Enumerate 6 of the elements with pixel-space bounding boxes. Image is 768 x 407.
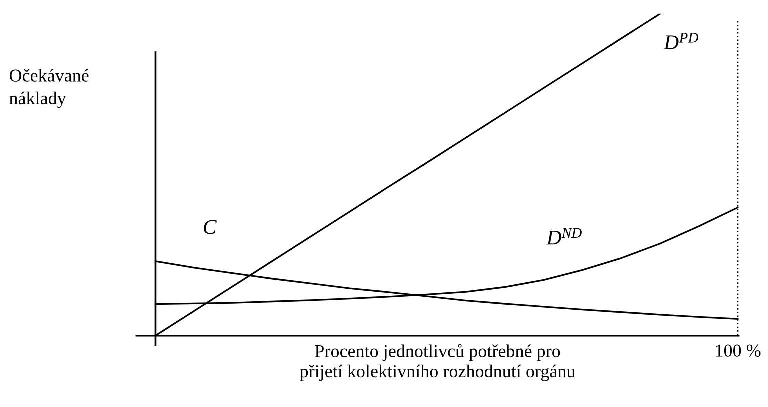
series-label: D$^{PD}$	[664, 33, 699, 50]
text: 100 %	[716, 344, 761, 357]
x-axis-title: Procento jednotlivců potřebné pro přijetí kolektivního rozhodnutí orgánu	[300, 344, 576, 382]
y-axis-title: Očekávané náklady	[10, 69, 89, 108]
series-label: C	[204, 220, 217, 234]
series-label: D$^{ND}$	[546, 228, 582, 245]
